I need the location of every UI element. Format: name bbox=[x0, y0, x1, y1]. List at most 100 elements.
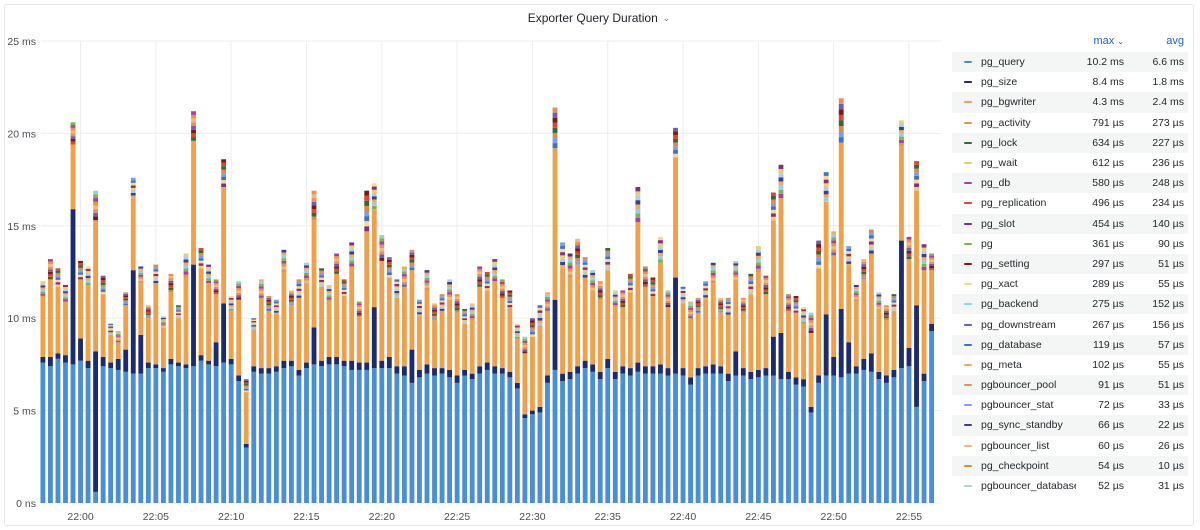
bar-stack[interactable] bbox=[213, 279, 219, 503]
panel-title[interactable]: Exporter Query Duration bbox=[527, 11, 658, 25]
bar-stack[interactable] bbox=[771, 192, 776, 503]
bar-stack[interactable] bbox=[914, 161, 919, 503]
bar-stack[interactable] bbox=[801, 307, 806, 503]
bar-stack[interactable] bbox=[703, 281, 709, 503]
legend-item-pgbouncer-stat[interactable]: pgbouncer_stat 72 µs 33 µs bbox=[952, 395, 1188, 415]
bar-stack[interactable] bbox=[447, 279, 452, 503]
bar-stack[interactable] bbox=[424, 270, 430, 503]
bar-stack[interactable] bbox=[740, 297, 746, 503]
bar-stack[interactable] bbox=[477, 266, 483, 503]
bar-stack[interactable] bbox=[40, 281, 46, 503]
bar-stack[interactable] bbox=[266, 296, 272, 503]
legend-col-max[interactable]: max ⌄ bbox=[1093, 35, 1124, 47]
legend-item-pg-database[interactable]: pg_database 119 µs 57 µs bbox=[952, 334, 1188, 355]
bar-stack[interactable] bbox=[108, 323, 114, 503]
bar-stack[interactable] bbox=[311, 190, 317, 503]
bar-stack[interactable] bbox=[100, 275, 106, 503]
chevron-down-icon[interactable]: ⌄ bbox=[662, 12, 671, 23]
bar-stack[interactable] bbox=[673, 127, 678, 503]
bar-stack[interactable] bbox=[364, 190, 370, 503]
bar-stack[interactable] bbox=[899, 120, 904, 503]
bar-stack[interactable] bbox=[469, 303, 475, 503]
legend-item-pg-setting[interactable]: pg_setting 297 µs 51 µs bbox=[952, 253, 1188, 275]
bar-stack[interactable] bbox=[537, 305, 543, 503]
legend-item-pg-wait[interactable]: pg_wait 612 µs 236 µs bbox=[952, 153, 1188, 173]
bar-stack[interactable] bbox=[160, 316, 166, 503]
bar-stack[interactable] bbox=[620, 290, 626, 503]
bar-stack[interactable] bbox=[462, 308, 468, 503]
bar-stack[interactable] bbox=[386, 257, 392, 503]
bar-stack[interactable] bbox=[522, 336, 528, 503]
bar-stack[interactable] bbox=[846, 246, 852, 503]
bar-stack[interactable] bbox=[439, 294, 445, 503]
legend-item-pg-sync-standby[interactable]: pg_sync_standby 66 µs 22 µs bbox=[952, 415, 1188, 436]
bar-stack[interactable] bbox=[658, 236, 663, 503]
bar-stack[interactable] bbox=[138, 266, 144, 503]
bar-stack[interactable] bbox=[823, 172, 829, 503]
legend-item-pg-query[interactable]: pg_query 10.2 ms 6.6 ms bbox=[952, 52, 1188, 73]
bar-stack[interactable] bbox=[334, 253, 340, 503]
legend-item-pg-meta[interactable]: pg_meta 102 µs 55 µs bbox=[952, 355, 1188, 375]
bar-stack[interactable] bbox=[590, 270, 596, 503]
bar-stack[interactable] bbox=[575, 238, 581, 503]
bar-stack[interactable] bbox=[906, 236, 912, 503]
bar-stack[interactable] bbox=[921, 244, 927, 503]
bar-stack[interactable] bbox=[454, 294, 460, 503]
bar-stack[interactable] bbox=[70, 122, 76, 503]
bar-stack[interactable] bbox=[371, 183, 377, 503]
bar-stack[interactable] bbox=[718, 297, 724, 503]
bar-stack[interactable] bbox=[507, 290, 513, 503]
bar-stack[interactable] bbox=[868, 229, 874, 503]
bar-stack[interactable] bbox=[401, 266, 407, 503]
bar-stack[interactable] bbox=[63, 284, 68, 503]
bar-stack[interactable] bbox=[191, 111, 196, 503]
legend-item-pg[interactable]: pg 361 µs 90 µs bbox=[952, 234, 1188, 254]
bar-stack[interactable] bbox=[176, 305, 181, 503]
legend-item-pgbouncer-database[interactable]: pgbouncer_database 52 µs 31 µs bbox=[952, 476, 1188, 496]
bar-stack[interactable] bbox=[929, 253, 935, 503]
bar-stack[interactable] bbox=[115, 331, 121, 503]
bar-stack[interactable] bbox=[853, 284, 859, 503]
bar-stack[interactable] bbox=[409, 249, 415, 503]
bar-stack[interactable] bbox=[710, 262, 716, 503]
bar-stack[interactable] bbox=[432, 303, 437, 503]
bar-stack[interactable] bbox=[93, 190, 99, 503]
bar-stack[interactable] bbox=[642, 266, 648, 503]
bar-stack[interactable] bbox=[349, 242, 355, 503]
bar-stack[interactable] bbox=[816, 240, 822, 503]
bar-stack[interactable] bbox=[793, 296, 799, 503]
bar-stack[interactable] bbox=[296, 279, 302, 503]
bar-stack[interactable] bbox=[55, 268, 61, 503]
bar-stack[interactable] bbox=[582, 257, 588, 503]
bar-stack[interactable] bbox=[560, 242, 565, 503]
bar-stack[interactable] bbox=[597, 281, 603, 503]
bar-stack[interactable] bbox=[627, 273, 633, 503]
bar-stack[interactable] bbox=[130, 177, 136, 503]
bar-stack[interactable] bbox=[876, 292, 882, 503]
bar-stack[interactable] bbox=[379, 235, 385, 503]
bar-stack[interactable] bbox=[417, 299, 422, 503]
bar-stack[interactable] bbox=[153, 264, 159, 503]
bar-stack[interactable] bbox=[883, 305, 889, 503]
legend-item-pg-replication[interactable]: pg_replication 496 µs 234 µs bbox=[952, 193, 1188, 213]
bar-stack[interactable] bbox=[808, 312, 814, 503]
bar-stack[interactable] bbox=[688, 301, 694, 503]
bar-stack[interactable] bbox=[206, 264, 211, 503]
legend-item-pgbouncer-pool[interactable]: pgbouncer_pool 91 µs 51 µs bbox=[952, 375, 1188, 396]
bar-stack[interactable] bbox=[612, 290, 618, 503]
legend-item-pg-xact[interactable]: pg_xact 289 µs 55 µs bbox=[952, 274, 1188, 294]
legend-col-avg[interactable]: avg bbox=[1166, 35, 1184, 47]
bar-stack[interactable] bbox=[47, 259, 53, 503]
bar-stack[interactable] bbox=[258, 279, 264, 503]
bar-stack[interactable] bbox=[326, 284, 332, 503]
bar-stack[interactable] bbox=[567, 253, 573, 503]
bar-stack[interactable] bbox=[85, 266, 91, 503]
bar-stack[interactable] bbox=[228, 296, 234, 503]
bar-stack[interactable] bbox=[733, 260, 739, 503]
bar-stack[interactable] bbox=[545, 292, 550, 503]
bar-stack[interactable] bbox=[168, 273, 174, 503]
bar-stack[interactable] bbox=[530, 318, 535, 503]
bar-stack[interactable] bbox=[680, 286, 686, 503]
bar-stack[interactable] bbox=[786, 294, 791, 503]
sort-desc-icon[interactable]: ⌄ bbox=[1117, 37, 1124, 46]
